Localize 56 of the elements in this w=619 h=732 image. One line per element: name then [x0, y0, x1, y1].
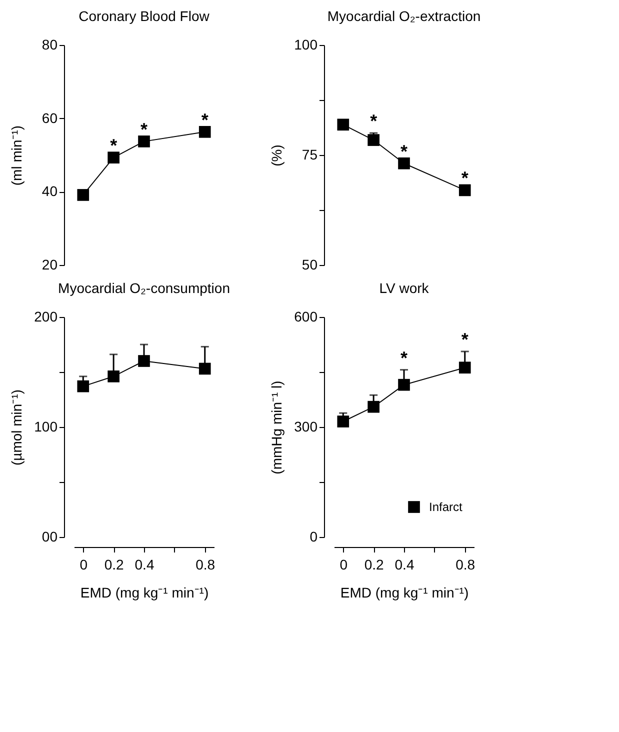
y-tick-label: 50 [302, 256, 318, 272]
chart-title: Coronary Blood Flow [78, 8, 210, 24]
data-label: * [140, 119, 148, 140]
x-tick-label: 0.8 [196, 556, 216, 572]
chart-title: LV work [379, 280, 430, 296]
legend-label: Infarct [429, 500, 464, 514]
point [368, 400, 380, 413]
y-axis-title: (µmol min⁻¹) [8, 389, 24, 466]
point [368, 134, 380, 146]
y-tick-label: 00 [42, 528, 58, 544]
data-label: * [400, 141, 408, 162]
point [458, 362, 471, 374]
y-tick-label: 60 [42, 110, 58, 126]
x-tick-label: 0 [340, 556, 348, 572]
point [398, 378, 410, 391]
data-label: * [461, 329, 468, 350]
x-tick-label: 0.2 [104, 556, 124, 572]
point [138, 355, 150, 367]
point [337, 118, 350, 131]
point [337, 416, 350, 428]
y-tick-label: 100 [294, 36, 318, 52]
point [458, 184, 471, 196]
y-tick-label: 0 [310, 528, 318, 544]
chart-title: Myocardial O₂-extraction [327, 8, 481, 24]
y-axis-title: (mmHg min⁻¹ l) [268, 380, 284, 474]
point [398, 157, 410, 170]
point [108, 152, 120, 164]
x-tick-label: 0.8 [456, 556, 476, 572]
y-axis-title: (%) [268, 144, 284, 166]
point [138, 136, 150, 148]
x-tick-label: 0 [80, 556, 88, 572]
data-label: * [201, 110, 208, 130]
data-label: * [110, 136, 118, 156]
y-tick-label: 40 [42, 183, 58, 200]
y-axis-title: (ml min⁻¹) [8, 125, 24, 186]
data-label: * [461, 168, 468, 188]
x-tick-label: 0.2 [364, 556, 384, 572]
y-tick-label: 80 [42, 36, 58, 52]
y-tick-label: 200 [34, 308, 58, 324]
x-axis-title: EMD (mg kg⁻¹ min⁻¹) [340, 584, 469, 600]
x-tick-label: 0.4 [134, 556, 154, 572]
point [77, 189, 90, 201]
chart-title: Myocardial O₂-consumption [58, 280, 230, 296]
point [77, 380, 90, 392]
data-label: * [400, 348, 408, 368]
x-tick-label: 0.4 [394, 556, 414, 572]
y-tick-label: 100 [34, 418, 58, 434]
x-axis-title: EMD (mg kg⁻¹ min⁻¹) [80, 584, 209, 600]
y-tick-label: 20 [42, 256, 58, 272]
point [108, 370, 120, 382]
data-label: * [370, 111, 378, 131]
y-tick-label: 600 [294, 308, 318, 324]
y-tick-label: 300 [294, 418, 318, 434]
point [198, 126, 211, 138]
y-tick-label: 75 [302, 146, 318, 162]
point [198, 362, 211, 375]
